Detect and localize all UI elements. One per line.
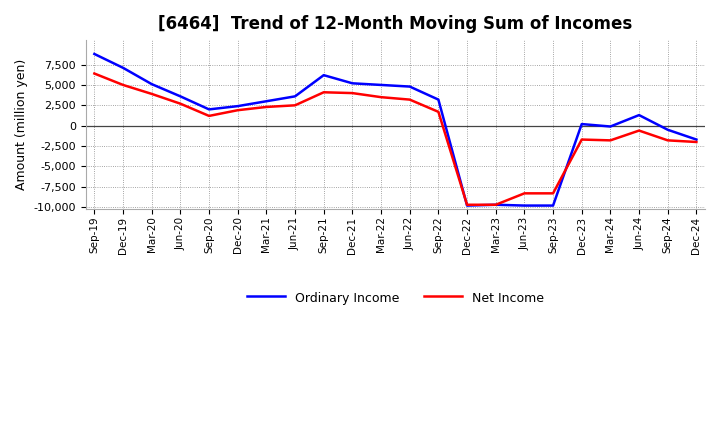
Ordinary Income <box>176 94 185 99</box>
Net Income <box>291 103 300 108</box>
Ordinary Income <box>90 51 99 57</box>
Ordinary Income <box>549 203 557 208</box>
Ordinary Income <box>520 203 528 208</box>
Net Income <box>434 109 443 114</box>
Ordinary Income <box>119 65 127 70</box>
Net Income <box>635 128 644 133</box>
Ordinary Income <box>148 81 156 87</box>
Ordinary Income <box>577 121 586 127</box>
Net Income <box>606 138 615 143</box>
Ordinary Income <box>434 97 443 102</box>
Ordinary Income <box>492 202 500 207</box>
Net Income <box>692 139 701 145</box>
Net Income <box>148 91 156 96</box>
Net Income <box>577 137 586 142</box>
Ordinary Income <box>262 99 271 104</box>
Ordinary Income <box>692 137 701 142</box>
Ordinary Income <box>635 113 644 118</box>
Line: Net Income: Net Income <box>94 73 696 205</box>
Ordinary Income <box>291 94 300 99</box>
Net Income <box>90 71 99 76</box>
Ordinary Income <box>233 103 242 109</box>
Net Income <box>320 90 328 95</box>
Ordinary Income <box>204 107 213 112</box>
Ordinary Income <box>606 124 615 129</box>
Ordinary Income <box>348 81 356 86</box>
Net Income <box>262 104 271 110</box>
Y-axis label: Amount (million yen): Amount (million yen) <box>15 59 28 190</box>
Net Income <box>377 95 385 100</box>
Net Income <box>176 101 185 106</box>
Line: Ordinary Income: Ordinary Income <box>94 54 696 205</box>
Net Income <box>119 82 127 88</box>
Ordinary Income <box>463 203 472 208</box>
Net Income <box>549 191 557 196</box>
Net Income <box>204 113 213 118</box>
Ordinary Income <box>320 73 328 78</box>
Ordinary Income <box>405 84 414 89</box>
Net Income <box>233 107 242 113</box>
Title: [6464]  Trend of 12-Month Moving Sum of Incomes: [6464] Trend of 12-Month Moving Sum of I… <box>158 15 632 33</box>
Net Income <box>492 202 500 207</box>
Net Income <box>663 138 672 143</box>
Net Income <box>348 91 356 96</box>
Net Income <box>463 202 472 207</box>
Ordinary Income <box>377 82 385 88</box>
Ordinary Income <box>663 127 672 132</box>
Net Income <box>520 191 528 196</box>
Legend: Ordinary Income, Net Income: Ordinary Income, Net Income <box>242 286 549 310</box>
Net Income <box>405 97 414 102</box>
